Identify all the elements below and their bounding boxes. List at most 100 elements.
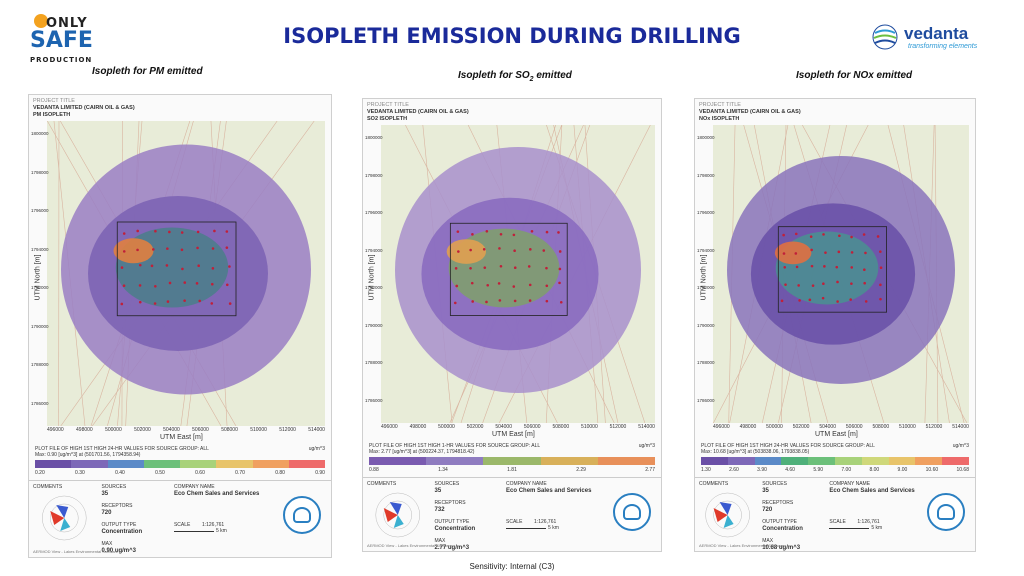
receptors-label: RECEPTORS: [101, 503, 132, 509]
y-ticks: 1800000 1798000 1796000 1794000 1792000 17900…: [31, 131, 49, 406]
source-point: [154, 230, 157, 233]
source-point: [454, 302, 457, 305]
source-point: [879, 298, 882, 301]
source-point: [809, 299, 812, 302]
color-scale-swatch: [915, 457, 942, 465]
x-tick-label: 514000: [952, 424, 969, 430]
color-scale-swatch: [541, 457, 598, 465]
vedanta-logo-tagline: transforming elements: [908, 43, 977, 50]
color-scale-swatch: [180, 460, 216, 468]
receptors-value: 720: [101, 510, 111, 516]
y-tick-label: 1796000: [31, 208, 49, 213]
source-point: [851, 251, 854, 254]
source-point: [836, 300, 839, 303]
y-tick-label: 1790000: [365, 323, 383, 328]
y-tick-label: 1796000: [697, 210, 715, 215]
source-point: [226, 230, 229, 233]
x-tick-label: 502000: [793, 424, 810, 430]
y-tick-label: 1788000: [31, 362, 49, 367]
contour-hot: [114, 238, 154, 263]
vedanta-globe-icon: [872, 24, 900, 50]
unit-label: ug/m^3: [953, 443, 969, 449]
source-point: [810, 235, 813, 238]
source-point: [498, 247, 501, 250]
legend-text: PLOT FILE OF HIGH 1ST HIGH 24-HR VALUES …: [35, 446, 297, 458]
source-point: [139, 301, 142, 304]
source-point: [879, 250, 882, 253]
source-point: [545, 267, 548, 270]
sensitivity-footer: Sensitivity: Internal (C3): [0, 562, 1024, 571]
source-point: [121, 266, 124, 269]
source-point: [863, 282, 866, 285]
y-tick-label: 1788000: [365, 360, 383, 365]
x-tick-label: 502000: [134, 427, 151, 433]
source-point: [469, 267, 472, 270]
project-title: VEDANTA LIMITED (CAIRN OIL & GAS): [33, 105, 135, 112]
color-scale-swatch: [483, 457, 540, 465]
source-point: [797, 284, 800, 287]
scale-ticks: 1.30 2.60 3.90 4.60 5.90 7.00 8.00 9.00 10.60 10.…: [701, 467, 969, 473]
source-point: [880, 266, 883, 269]
source-point: [139, 284, 142, 287]
scale-tick-label: 0.60: [195, 470, 205, 476]
x-tick-label: 496000: [713, 424, 730, 430]
x-tick-label: 498000: [410, 424, 427, 430]
x-axis-label: UTM East [m]: [492, 431, 535, 438]
y-tick-label: 1792000: [697, 285, 715, 290]
source-point: [198, 300, 201, 303]
source-point: [811, 265, 814, 268]
company-label: COMPANY NAME: [829, 481, 870, 487]
sources-label: SOURCES: [435, 481, 460, 487]
source-point: [212, 247, 215, 250]
x-ticks: 496000 498000 500000 502000 504000 506000 5080…: [47, 427, 325, 433]
source-point: [123, 284, 126, 287]
source-point: [499, 299, 502, 302]
company-value: Eco Chem Sales and Services: [506, 488, 591, 494]
source-point: [457, 230, 460, 233]
source-point: [782, 234, 785, 237]
x-tick-label: 506000: [192, 427, 209, 433]
vedanta-logo: vedanta transforming elements: [872, 22, 1012, 52]
isopleth-panel-0: PROJECT TITLE VEDANTA LIMITED (CAIRN OIL…: [28, 94, 332, 558]
source-point: [798, 299, 801, 302]
scale-bar: [829, 528, 869, 529]
x-tick-label: 506000: [846, 424, 863, 430]
project-label: PROJECT TITLE: [33, 98, 135, 105]
company-value: Eco Chem Sales and Services: [829, 488, 914, 494]
color-scale-swatch: [755, 457, 782, 465]
source-point: [168, 231, 171, 234]
color-scale-swatch: [369, 457, 426, 465]
source-point: [455, 285, 458, 288]
scale-tick-label: 5.90: [813, 467, 823, 473]
source-point: [795, 233, 798, 236]
x-tick-label: 510000: [581, 424, 598, 430]
source-point: [810, 249, 813, 252]
isopleth-panel-1: PROJECT TITLE VEDANTA LIMITED (CAIRN OIL…: [362, 98, 662, 552]
wind-rose-icon: [367, 490, 429, 540]
source-point: [559, 268, 562, 271]
source-point: [823, 265, 826, 268]
project-label: PROJECT TITLE: [367, 102, 469, 109]
y-tick-label: 1794000: [697, 248, 715, 253]
color-scale-swatch: [808, 457, 835, 465]
scale-tick-label: 2.29: [576, 467, 586, 473]
source-point: [154, 302, 157, 305]
color-scale-swatch: [108, 460, 144, 468]
color-scale-swatch: [216, 460, 252, 468]
source-point: [196, 282, 199, 285]
scale-tick-label: 4.60: [785, 467, 795, 473]
source-point: [229, 302, 232, 305]
source-point: [485, 301, 488, 304]
source-point: [529, 299, 532, 302]
map-title: NOx ISOPLETH: [699, 116, 801, 123]
wind-rose-icon: [33, 493, 95, 543]
source-point: [513, 234, 516, 237]
source-point: [850, 282, 853, 285]
comments-label: COMMENTS: [699, 481, 728, 487]
color-scale-swatch: [889, 457, 916, 465]
panel-header: PROJECT TITLE VEDANTA LIMITED (CAIRN OIL…: [699, 102, 801, 123]
color-scale-swatch: [598, 457, 655, 465]
logo-line-3: PRODUCTION: [30, 56, 92, 64]
panel-header: PROJECT TITLE VEDANTA LIMITED (CAIRN OIL…: [33, 98, 135, 119]
color-scale-swatch: [144, 460, 180, 468]
